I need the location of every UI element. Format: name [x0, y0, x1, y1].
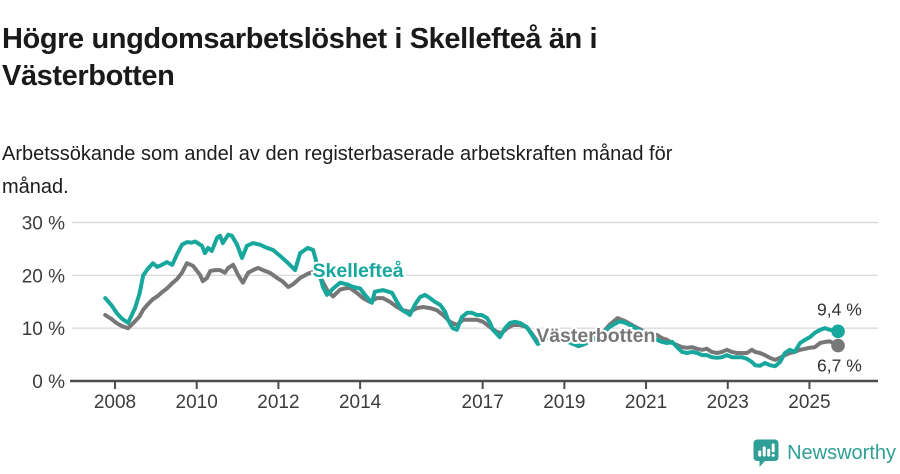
y-tick-label: 10 % [22, 319, 65, 340]
series-end-value-label: 9,4 % [817, 299, 862, 319]
x-tick-label: 2025 [788, 392, 830, 413]
y-tick-label: 0 % [32, 372, 65, 393]
x-tick-label: 2019 [543, 392, 585, 413]
y-tick-label: 30 % [22, 214, 65, 235]
series-end-dot-västerbotten [831, 338, 845, 353]
series-inline-label-skellefteå: Skellefteå [313, 259, 404, 282]
x-tick-label: 2012 [257, 392, 299, 413]
newsworthy-branding[interactable]: Newsworthy [753, 439, 896, 468]
y-tick-label: 20 % [22, 266, 65, 287]
x-tick-label: 2021 [625, 392, 667, 413]
chart-subtitle: Arbetssökande som andel av den registerb… [2, 143, 673, 198]
x-tick-label: 2008 [94, 392, 136, 413]
newsworthy-wordmark[interactable]: Newsworthy [787, 442, 896, 464]
x-tick-label: 2017 [462, 392, 504, 413]
x-tick-label: 2023 [707, 392, 749, 413]
series-inline-label-västerbotten: Västerbotten [536, 325, 655, 347]
x-tick-label: 2010 [176, 392, 218, 413]
series-line-skellefteå [103, 232, 840, 369]
newsworthy-logo-icon [753, 439, 779, 467]
series-end-value-label: 6,7 % [817, 356, 862, 376]
series-line-västerbotten [103, 261, 840, 362]
x-tick-label: 2014 [339, 392, 382, 413]
series-end-dot-skellefteå [831, 324, 845, 339]
page-title: Högre ungdomsarbetslöshet i Skellefteå ä… [2, 23, 598, 93]
